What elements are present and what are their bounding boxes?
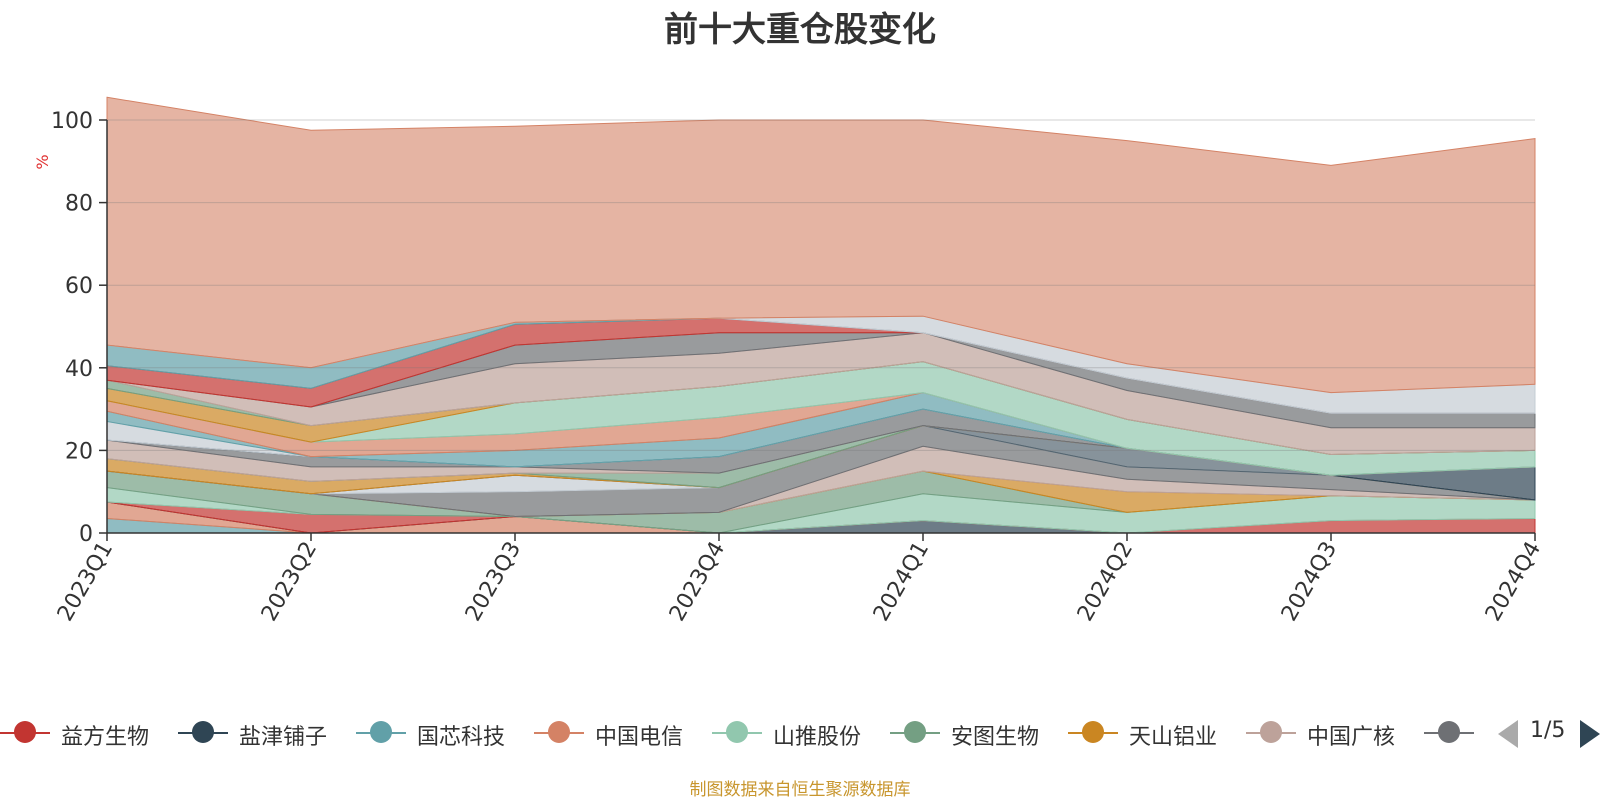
x-tick-label: 2023Q4 xyxy=(665,538,730,626)
x-tick-label: 2024Q2 xyxy=(1073,538,1138,626)
legend-dot-icon xyxy=(1438,721,1460,743)
legend-dot-icon xyxy=(726,721,748,743)
source-note: 制图数据来自恒生聚源数据库 xyxy=(689,780,911,800)
legend-item[interactable]: 国芯科技 xyxy=(356,713,530,753)
legend-item[interactable]: 山推股份 xyxy=(712,713,886,753)
legend-dot-icon xyxy=(904,721,926,743)
y-tick-label: 0 xyxy=(79,522,93,547)
legend-label: 中国电信 xyxy=(595,725,684,750)
grid-layer xyxy=(107,119,1535,451)
legend-label: 国芯科技 xyxy=(417,725,506,750)
legend-label: 益方生物 xyxy=(61,725,150,750)
legend-dot-icon xyxy=(192,721,214,743)
legend-label: 山推股份 xyxy=(773,725,862,750)
legend-item[interactable]: 消 xyxy=(1424,713,1484,753)
legend-label: 天山铝业 xyxy=(1129,725,1218,750)
y-tick-label: 60 xyxy=(65,274,93,299)
x-tick-label: 2023Q2 xyxy=(257,538,322,626)
legend-item[interactable]: 中国广核 xyxy=(1246,713,1420,753)
pager-next-icon[interactable] xyxy=(1580,720,1600,748)
legend-pager: 1/5 xyxy=(1498,716,1600,752)
legend-item[interactable]: 天山铝业 xyxy=(1068,713,1242,753)
legend-item[interactable]: 中国电信 xyxy=(534,713,708,753)
x-tick-label: 2024Q1 xyxy=(869,538,934,626)
legend: 益方生物 盐津铺子 国芯科技 中国电信 山推股份 安图生物 天山铝业 中国广核 消 xyxy=(0,713,1484,753)
legend-dot-icon xyxy=(1260,721,1282,743)
legend-item[interactable]: 益方生物 xyxy=(0,713,174,753)
legend-dot-icon xyxy=(370,721,392,743)
y-tick-label: 100 xyxy=(51,109,93,134)
x-tick-label: 2023Q1 xyxy=(53,538,118,626)
pager-prev-icon[interactable] xyxy=(1498,720,1518,748)
x-tick-label: 2024Q4 xyxy=(1481,538,1546,626)
legend-item[interactable]: 安图生物 xyxy=(890,713,1064,753)
pager-text: 1/5 xyxy=(1530,718,1566,743)
area-s28 xyxy=(106,96,1536,394)
y-tick-label: 40 xyxy=(65,357,93,382)
legend-label: 中国广核 xyxy=(1307,725,1396,750)
x-tick-label: 2023Q3 xyxy=(461,538,526,626)
legend-dot-icon xyxy=(548,721,570,743)
legend-label: 安图生物 xyxy=(951,725,1040,750)
legend-dot-icon xyxy=(1082,721,1104,743)
legend-item[interactable]: 盐津铺子 xyxy=(178,713,352,753)
x-tick-label: 2024Q3 xyxy=(1277,538,1342,626)
chart: 0 20 40 60 80 100% 2023Q1 2023Q2 2023Q3 2023Q4 202… xyxy=(33,96,1546,626)
y-tick-label: 20 xyxy=(65,439,93,464)
y-axis-unit-label: % xyxy=(33,154,52,169)
legend-dot-icon xyxy=(14,721,36,743)
chart-title: 前十大重仓股变化 xyxy=(664,10,936,50)
series-layer xyxy=(106,96,1536,534)
y-tick-label: 80 xyxy=(65,192,93,217)
legend-label: 盐津铺子 xyxy=(239,725,328,750)
